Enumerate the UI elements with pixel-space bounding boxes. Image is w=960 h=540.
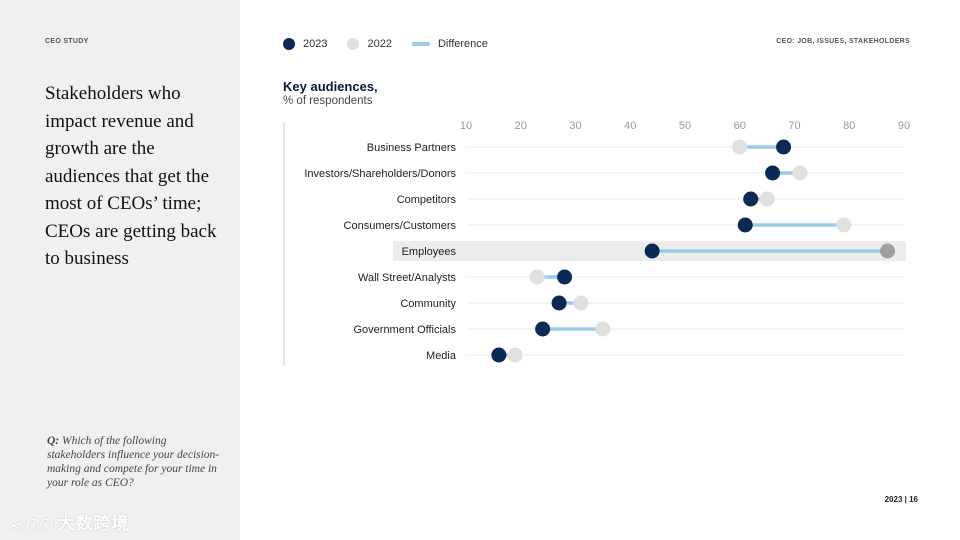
dot-2022 bbox=[529, 269, 545, 285]
legend-item-2023: 2023 bbox=[283, 38, 327, 50]
x-tick-label-70: 70 bbox=[788, 120, 800, 132]
dot-2023 bbox=[765, 165, 781, 181]
dot-2022 bbox=[507, 347, 523, 363]
chart-title: Key audiences, bbox=[283, 79, 378, 94]
dot-2023 bbox=[557, 269, 573, 285]
dot-2023 bbox=[737, 217, 753, 233]
legend-line-difference-icon bbox=[411, 42, 430, 46]
x-tick-label-40: 40 bbox=[624, 120, 636, 132]
dot-2022 bbox=[759, 191, 775, 207]
chart-subtitle: % of respondents bbox=[283, 95, 373, 107]
dot-2022 bbox=[836, 217, 852, 233]
x-tick-label-10: 10 bbox=[460, 120, 472, 132]
question-prefix: Q: bbox=[47, 435, 60, 447]
legend-dot-2022-icon bbox=[347, 38, 360, 50]
legend-dot-2023-icon bbox=[283, 38, 295, 50]
legend-label-2022: 2022 bbox=[367, 38, 392, 50]
dot-2023 bbox=[551, 295, 567, 311]
left-panel bbox=[0, 0, 240, 540]
x-tick-label-50: 50 bbox=[679, 120, 691, 132]
dot-2023 bbox=[535, 321, 551, 337]
category-label: Employees bbox=[402, 246, 457, 258]
watermark-logo-icon: ᨒ◯◯ bbox=[10, 517, 54, 532]
survey-question: Q: Which of the following stakeholders i… bbox=[47, 434, 227, 490]
x-tick-label-80: 80 bbox=[843, 120, 855, 132]
category-label: Investors/Shareholders/Donors bbox=[304, 168, 456, 180]
legend-item-difference: Difference bbox=[411, 38, 488, 50]
category-label: Community bbox=[400, 298, 456, 310]
x-tick-label-20: 20 bbox=[515, 120, 527, 132]
section-label: CEO STUDY bbox=[45, 38, 89, 45]
category-label: Media bbox=[426, 350, 457, 362]
dot-2022 bbox=[732, 139, 748, 155]
legend-label-2023: 2023 bbox=[303, 38, 328, 50]
question-text: Which of the following stakeholders infl… bbox=[47, 435, 220, 489]
category-label: Government Officials bbox=[353, 324, 456, 336]
x-tick-label-90: 90 bbox=[898, 120, 910, 132]
category-label: Business Partners bbox=[367, 142, 457, 154]
dot-2023 bbox=[776, 139, 792, 155]
headline: Stakeholders who impact revenue and grow… bbox=[45, 83, 217, 269]
dot-2023 bbox=[491, 347, 507, 363]
legend-item-2022: 2022 bbox=[347, 38, 392, 50]
page-number: 2023 | 16 bbox=[884, 495, 918, 504]
watermark-text: 大数跨境 bbox=[57, 514, 130, 533]
category-label: Consumers/Customers bbox=[344, 220, 457, 232]
dot-2023 bbox=[743, 191, 759, 207]
legend-label-difference: Difference bbox=[437, 38, 488, 50]
category-label: Competitors bbox=[397, 194, 457, 206]
chart-legend: 2023 2022 Difference bbox=[283, 38, 508, 50]
x-tick-label-60: 60 bbox=[734, 120, 746, 132]
category-label: Wall Street/Analysts bbox=[358, 272, 457, 284]
dot-2022 bbox=[880, 243, 896, 259]
dot-2022 bbox=[595, 321, 611, 337]
dot-2023 bbox=[644, 243, 660, 259]
dot-2022 bbox=[573, 295, 589, 311]
x-tick-label-30: 30 bbox=[569, 120, 581, 132]
dot-2022 bbox=[792, 165, 808, 181]
section-header: CEO: JOB, ISSUES, STAKEHOLDERS bbox=[776, 38, 910, 45]
watermark: ᨒ◯◯ 大数跨境 bbox=[10, 509, 130, 534]
